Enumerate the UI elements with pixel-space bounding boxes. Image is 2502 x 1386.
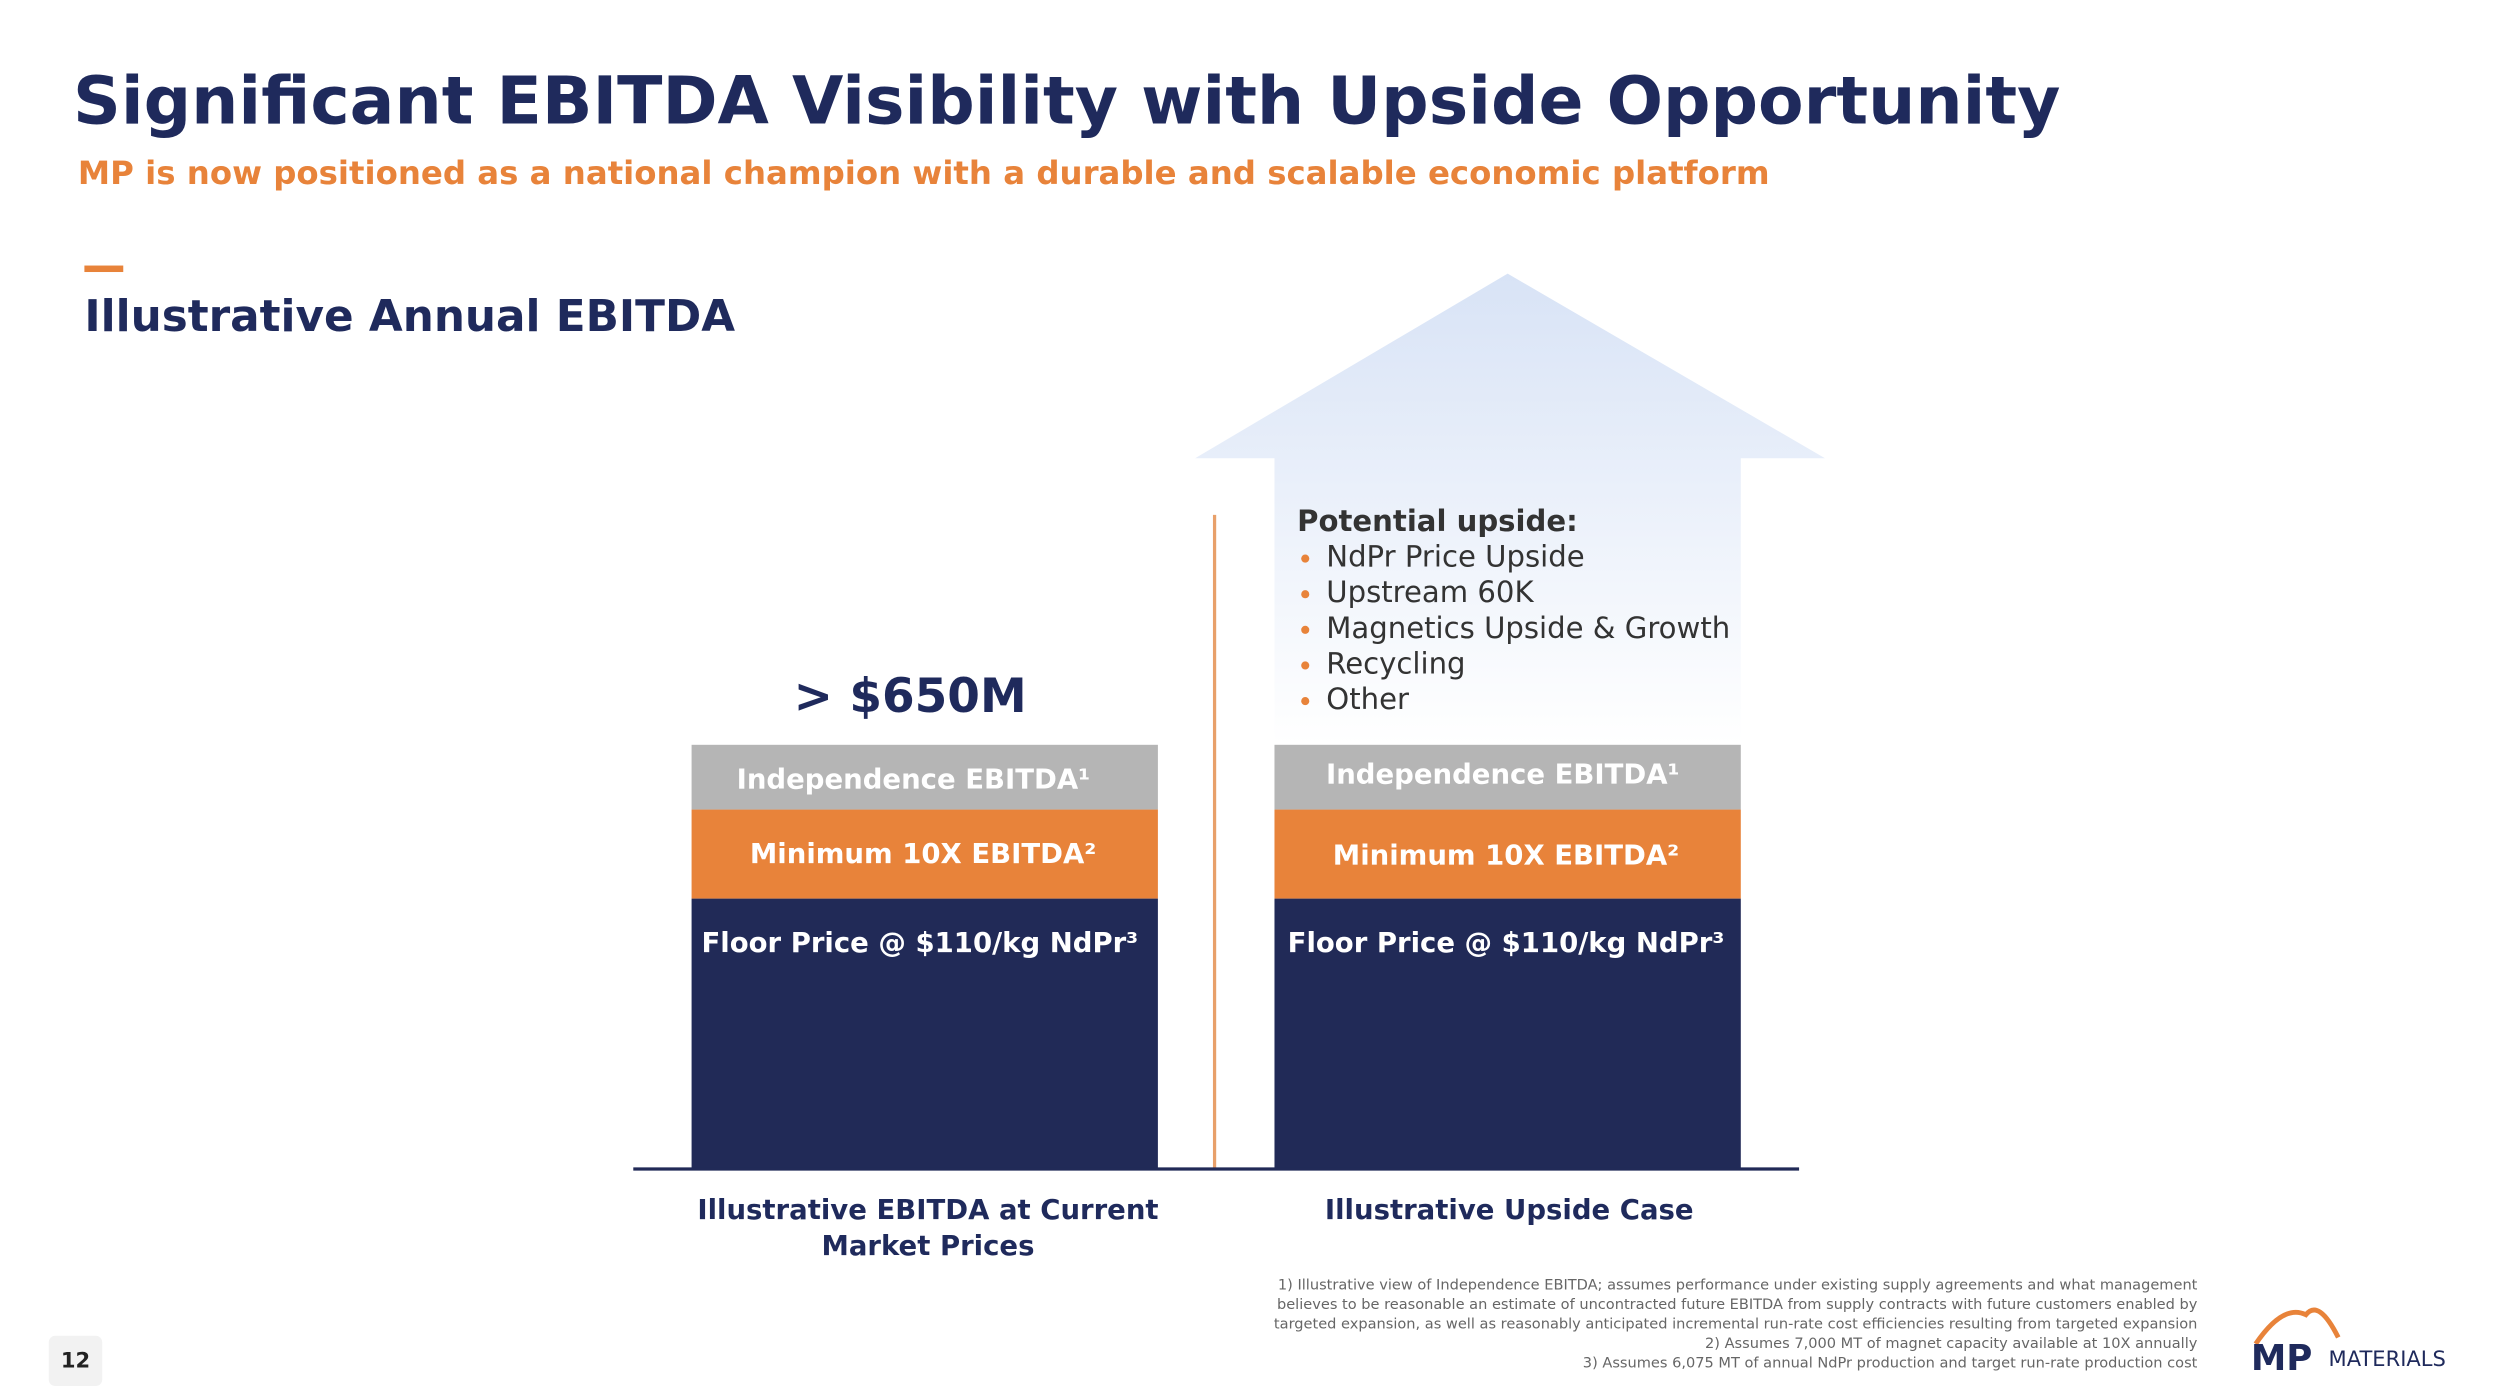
layer-label: Floor Price @ $110/kg NdPr³ [702,927,1139,959]
section-title: Illustrative Annual EBITDA [84,291,735,342]
layer-label: Minimum 10X EBITDA² [750,838,1096,870]
column-labels: Illustrative EBITDA at Current Market Pr… [697,1194,1693,1262]
bullet [1301,554,1310,563]
upside-arrow [1195,273,1825,745]
column-label: Illustrative EBITDA at Current [697,1194,1158,1226]
logo-arc [2253,1307,2341,1346]
footnote: believes to be reasonable an estimate of… [1277,1296,2198,1313]
layer-gray [691,744,1158,810]
column-label: Illustrative Upside Case [1325,1194,1694,1226]
layer-label: Minimum 10X EBITDA² [1333,840,1679,872]
left-stack [691,744,1158,1170]
upside-item: NdPr Price Upside [1326,540,1584,574]
footnotes: 1) Illustrative view of Independence EBI… [1274,1277,2198,1372]
upside-heading: Potential upside: [1297,504,1578,538]
layer-orange [1274,809,1741,899]
bullet [1301,590,1310,599]
layer-label: Independence EBITDA¹ [1326,759,1680,791]
callout: > $650M [794,669,1027,724]
layer-label: Independence EBITDA¹ [737,763,1091,795]
accent-dash [84,265,124,273]
bullet [1301,697,1310,706]
page-box [48,1335,103,1386]
footnote: targeted expansion, as well as reasonabl… [1274,1315,2197,1332]
subtitle: MP is now positioned as a national champ… [78,154,1770,192]
bullet [1301,625,1310,634]
page-number: 12 [61,1348,90,1373]
column-label: Market Prices [821,1230,1034,1262]
footnote: 2) Assumes 7,000 MT of magnet capacity a… [1705,1335,2198,1352]
logo: MP MATERIALS [2251,1307,2446,1379]
layer-gray [1274,744,1741,810]
upside-list: Potential upside: NdPr Price UpsideUpstr… [1297,504,1730,716]
layer-orange [691,809,1158,899]
footnote: 1) Illustrative view of Independence EBI… [1278,1277,2198,1294]
bullet [1301,661,1310,670]
upside-item: Recycling [1326,646,1465,680]
footnote: 3) Assumes 6,075 MT of annual NdPr produ… [1583,1354,2198,1371]
layer-label: Floor Price @ $110/kg NdPr³ [1288,927,1725,959]
layer-navy [691,898,1158,1170]
upside-item: Other [1326,682,1409,716]
title: Significant EBITDA Visibility with Upsid… [73,61,2060,139]
right-stack [1274,744,1741,1170]
upside-item: Upstream 60K [1326,575,1534,609]
logo-mark: MP [2251,1338,2313,1379]
logo-word: MATERIALS [2329,1346,2446,1371]
upside-item: Magnetics Upside & Growth [1326,611,1730,645]
layer-navy [1274,898,1741,1170]
layer-labels: Independence EBITDA¹ Minimum 10X EBITDA²… [702,759,1725,959]
